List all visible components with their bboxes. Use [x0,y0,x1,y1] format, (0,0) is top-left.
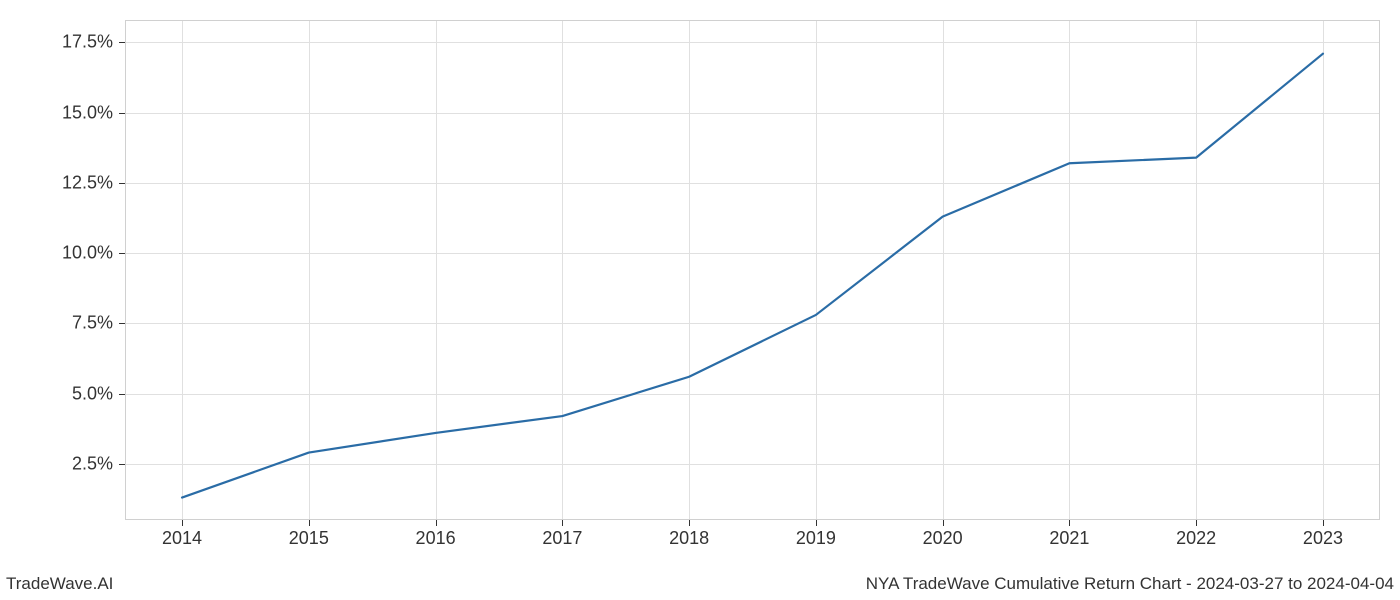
x-tick-mark [1196,520,1197,526]
x-tick-label: 2023 [1303,528,1343,549]
x-tick-mark [689,520,690,526]
y-tick-label: 15.0% [43,102,113,123]
x-tick-mark [562,520,563,526]
y-tick-mark [119,323,125,324]
x-tick-mark [436,520,437,526]
y-tick-label: 2.5% [43,453,113,474]
y-tick-mark [119,464,125,465]
y-tick-label: 10.0% [43,243,113,264]
x-tick-mark [309,520,310,526]
y-tick-mark [119,42,125,43]
plot-area [125,20,1380,520]
x-tick-label: 2015 [289,528,329,549]
x-tick-mark [816,520,817,526]
series-line [182,54,1323,498]
y-tick-label: 5.0% [43,383,113,404]
x-tick-label: 2021 [1049,528,1089,549]
x-tick-label: 2019 [796,528,836,549]
x-tick-mark [943,520,944,526]
x-tick-label: 2022 [1176,528,1216,549]
y-tick-mark [119,394,125,395]
y-tick-mark [119,113,125,114]
y-tick-label: 12.5% [43,172,113,193]
x-tick-label: 2020 [923,528,963,549]
y-tick-label: 7.5% [43,313,113,334]
x-tick-mark [1069,520,1070,526]
x-tick-label: 2017 [542,528,582,549]
y-tick-mark [119,183,125,184]
x-tick-label: 2018 [669,528,709,549]
line-chart-svg [125,20,1380,520]
footer-brand: TradeWave.AI [6,574,113,594]
x-tick-mark [1323,520,1324,526]
y-tick-mark [119,253,125,254]
x-tick-label: 2016 [416,528,456,549]
x-tick-label: 2014 [162,528,202,549]
chart-container: 2.5% 5.0% 7.5% 10.0% 12.5% 15.0% 17.5% 2014 2015… [0,0,1400,600]
y-tick-label: 17.5% [43,32,113,53]
x-tick-mark [182,520,183,526]
footer-caption: NYA TradeWave Cumulative Return Chart - … [866,574,1394,594]
